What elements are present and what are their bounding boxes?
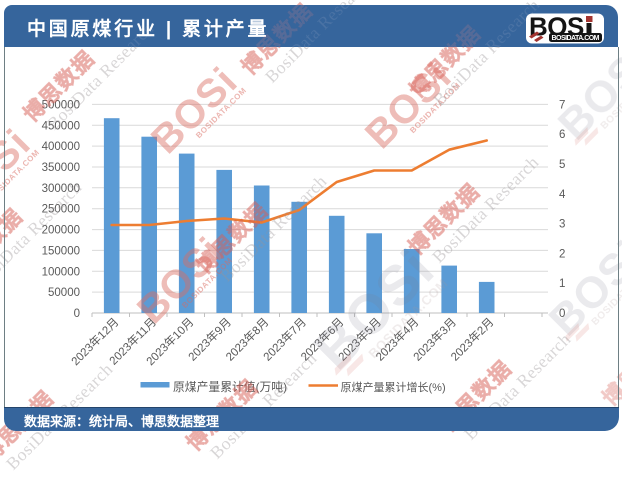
svg-text:250000: 250000: [42, 204, 80, 216]
svg-text:3: 3: [559, 219, 565, 231]
svg-text:BOSIDATA.COM: BOSIDATA.COM: [552, 35, 600, 42]
svg-text:2: 2: [559, 248, 565, 260]
svg-text:500000: 500000: [42, 99, 80, 111]
svg-text:450000: 450000: [42, 120, 80, 132]
svg-text:原煤产量累计值(万吨): 原煤产量累计值(万吨): [173, 380, 287, 394]
svg-text:1: 1: [559, 278, 565, 290]
svg-text:400000: 400000: [42, 141, 80, 153]
svg-text:4: 4: [559, 189, 566, 201]
svg-text:7: 7: [559, 99, 565, 111]
svg-text:300000: 300000: [42, 183, 80, 195]
svg-text:5: 5: [559, 159, 565, 171]
svg-text:200000: 200000: [42, 225, 80, 237]
svg-text:150000: 150000: [42, 245, 80, 257]
svg-text:350000: 350000: [42, 162, 80, 174]
svg-text:6: 6: [559, 129, 565, 141]
svg-text:100000: 100000: [42, 266, 80, 278]
svg-text:0: 0: [559, 308, 565, 320]
svg-text:原煤产量累计增长(%): 原煤产量累计增长(%): [341, 380, 446, 394]
svg-text:0: 0: [74, 308, 80, 320]
svg-text:50000: 50000: [48, 287, 80, 299]
